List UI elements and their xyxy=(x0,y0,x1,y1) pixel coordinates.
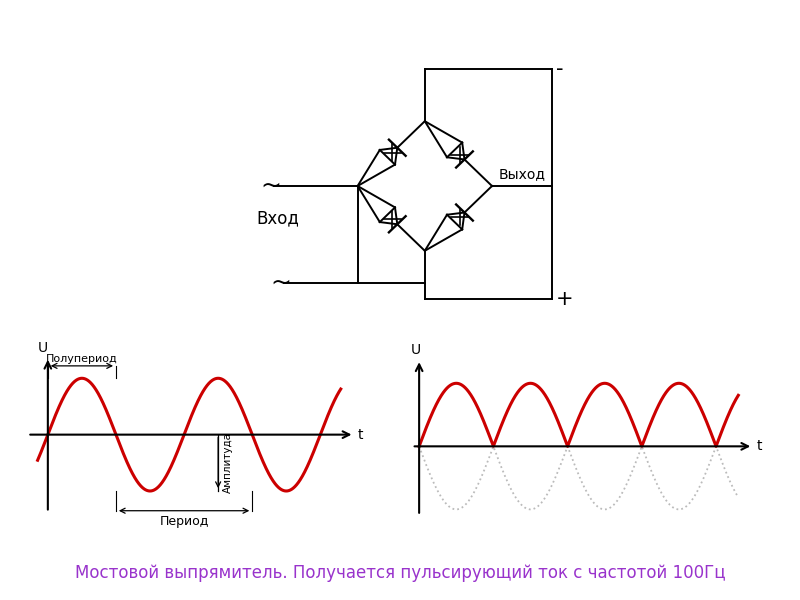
Text: t: t xyxy=(757,439,762,454)
Text: Полупериод: Полупериод xyxy=(46,353,118,364)
Text: Вход: Вход xyxy=(257,209,300,227)
Text: Амплитуда: Амплитуда xyxy=(223,433,233,493)
Text: Период: Период xyxy=(159,515,209,527)
Text: Выход: Выход xyxy=(498,167,546,181)
Text: ~: ~ xyxy=(270,271,291,295)
Text: U: U xyxy=(410,343,421,357)
Text: U: U xyxy=(38,341,47,355)
Text: -: - xyxy=(556,59,563,79)
Text: Мостовой выпрямитель. Получается пульсирующий ток с частотой 100Гц: Мостовой выпрямитель. Получается пульсир… xyxy=(74,564,726,582)
Text: +: + xyxy=(556,289,574,310)
Text: t: t xyxy=(358,428,363,442)
Text: ~: ~ xyxy=(260,174,281,198)
